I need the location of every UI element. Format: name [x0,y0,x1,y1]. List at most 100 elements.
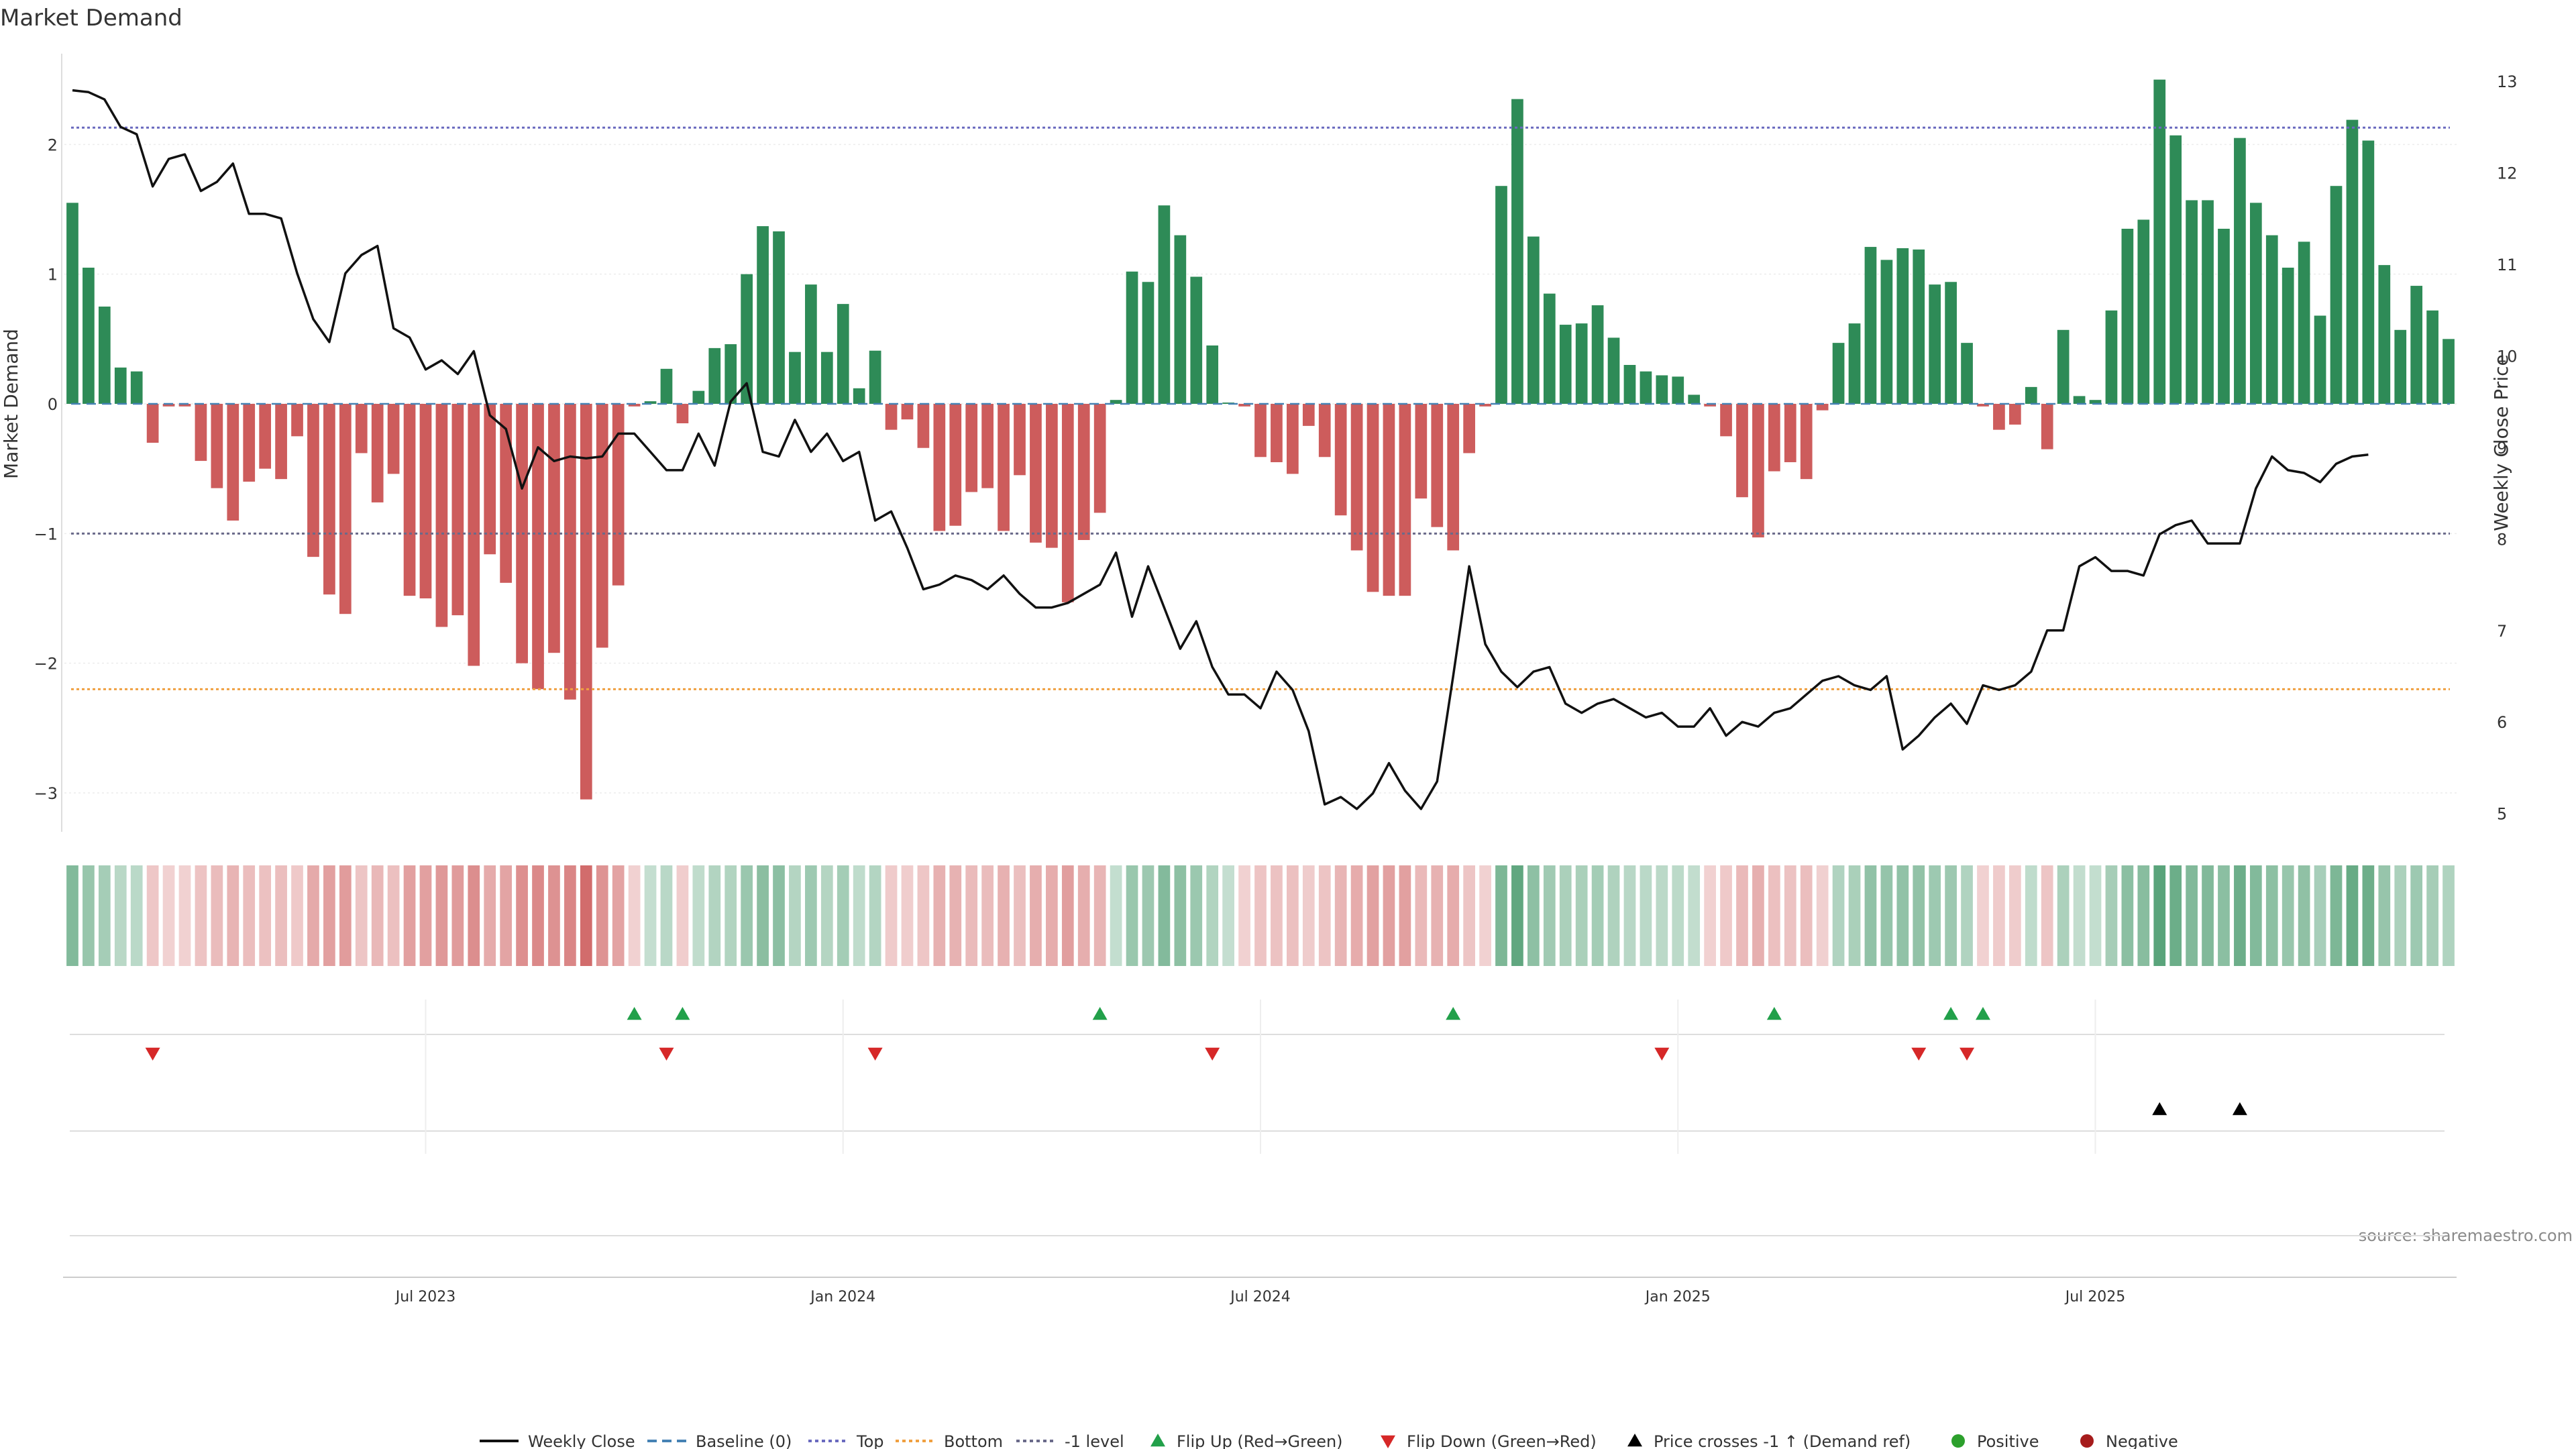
flip-down-marker [1911,1047,1927,1061]
heat-cell [2008,865,2021,966]
demand-bar [1559,325,1572,404]
heat-cell [1559,865,1572,966]
heat-cell [757,865,769,966]
demand-bar [419,404,432,598]
demand-bar [628,404,641,407]
right-tick-label: 8 [2497,530,2507,549]
demand-bar [1896,248,1909,404]
demand-bar [1832,343,1845,404]
heat-cell [66,865,78,966]
demand-bar [1961,343,1973,404]
heat-cell [1913,865,1925,966]
demand-bar [1591,305,1604,404]
heat-cell [2346,865,2359,966]
demand-bar [998,404,1010,531]
heat-cell [2378,865,2391,966]
demand-bar [1913,249,1925,404]
demand-bar [1447,404,1460,551]
demand-bar [1495,186,1507,404]
demand-bar [1977,404,1989,407]
demand-bar [243,404,256,482]
demand-bar [548,404,560,653]
demand-bar [1784,404,1796,462]
demand-bar [981,404,994,488]
flip-up-marker [627,1007,642,1020]
demand-bar [1640,371,1652,404]
heat-cell [1704,865,1716,966]
heat-cell [2073,865,2086,966]
heat-cell [1190,865,1203,966]
legend-label: -1 level [1065,1432,1124,1449]
demand-bar [2314,315,2326,404]
heat-cell [178,865,191,966]
demand-bar [1077,404,1090,540]
heat-cell [1736,865,1748,966]
heat-cell [644,865,657,966]
demand-bar [869,350,881,404]
heat-cell [2121,865,2134,966]
demand-bar [805,284,817,404]
demand-bar [1093,404,1106,513]
demand-bar [1945,282,1957,404]
demand-bar [612,404,625,586]
heat-cell [83,865,95,966]
demand-bar [1030,404,1042,543]
demand-bar [307,404,319,557]
demand-bar [2426,310,2438,404]
left-tick-label: 1 [48,266,58,284]
flip-up-marker [1943,1007,1959,1020]
demand-bar [195,404,207,462]
legend-label: Baseline (0) [696,1432,792,1449]
heat-cell [708,865,721,966]
heat-cell [1142,865,1155,966]
demand-bar [644,401,657,404]
demand-bar [2346,119,2359,404]
flip-up-marker [1766,1007,1782,1020]
demand-bar [1672,376,1684,404]
heat-cell [532,865,544,966]
heat-cell [323,865,335,966]
heat-cell [1302,865,1315,966]
x-tick-label: Jan 2025 [1644,1289,1711,1305]
heat-cell [1318,865,1331,966]
heat-cell [1334,865,1347,966]
demand-bar [2073,396,2086,404]
heat-cell [1977,865,1989,966]
right-tick-label: 7 [2497,622,2507,641]
x-tick-label: Jul 2024 [1229,1289,1291,1305]
heat-cell [1880,865,1893,966]
heat-cell [2153,865,2166,966]
demand-bar [1350,404,1363,551]
heat-cell [820,865,833,966]
demand-bar [2137,219,2150,404]
demand-bar [2105,310,2118,404]
demand-bar [1800,404,1813,480]
demand-bar [692,390,705,404]
demand-bar [1575,323,1588,404]
heat-cell [2330,865,2343,966]
legend-swatch [1627,1434,1642,1447]
legend-label: Flip Up (Red→Green) [1177,1432,1343,1449]
heat-cell [1415,865,1428,966]
demand-bar [741,274,753,404]
demand-bar [451,404,464,616]
heat-cell [2410,865,2423,966]
heat-cell [1495,865,1507,966]
heat-cell [2057,865,2070,966]
legend-swatch [2080,1434,2094,1448]
heat-cell [2105,865,2118,966]
demand-bar [2265,235,2278,404]
heat-cell [1543,865,1556,966]
heat-cell [259,865,272,966]
demand-bar [1479,404,1491,407]
demand-bar [2362,140,2375,405]
heat-cell [2025,865,2037,966]
heat-cell [2265,865,2278,966]
heat-cell [1784,865,1796,966]
legend-label: Negative [2106,1432,2178,1449]
heat-cell [660,865,673,966]
heat-cell [1271,865,1283,966]
heat-cell [1800,865,1813,966]
heat-cell [1832,865,1845,966]
